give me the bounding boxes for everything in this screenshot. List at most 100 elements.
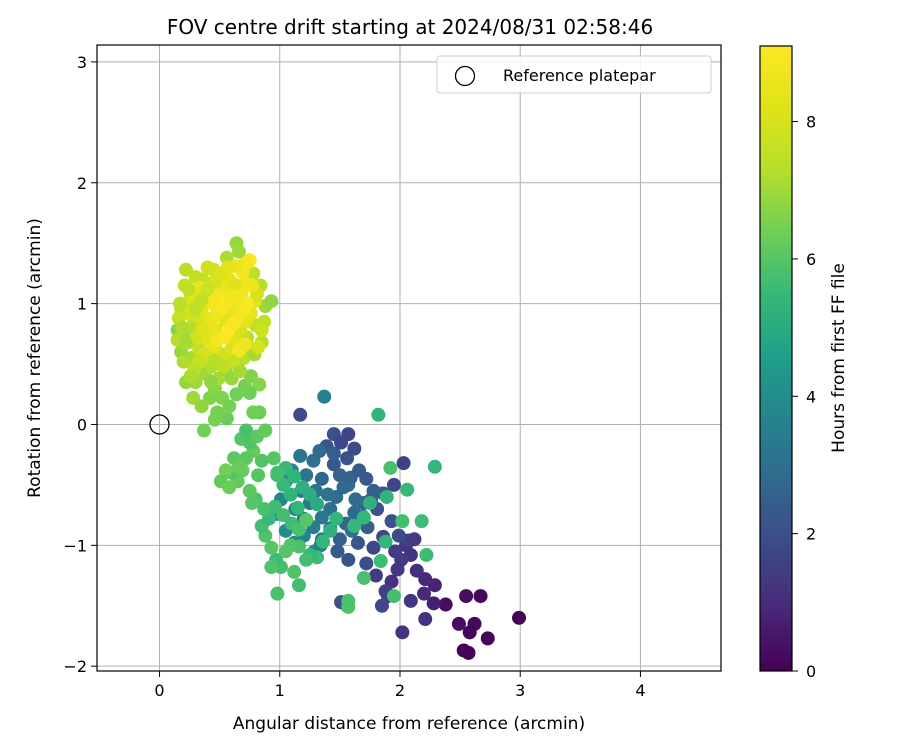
colorbar-tick-label: 2 (806, 525, 816, 544)
data-point (188, 301, 203, 316)
data-point (312, 444, 327, 459)
data-point (388, 544, 403, 559)
data-point (379, 489, 394, 504)
data-point (200, 260, 215, 275)
data-point (386, 477, 401, 492)
data-point (181, 282, 196, 297)
data-point (426, 596, 441, 611)
data-point (291, 522, 306, 537)
data-point (359, 471, 374, 486)
data-point (178, 335, 193, 350)
data-point (290, 500, 305, 515)
data-point (414, 514, 429, 529)
data-point (254, 323, 269, 338)
data-point (378, 534, 393, 549)
data-point (438, 597, 453, 612)
data-point (204, 375, 219, 390)
data-point (237, 276, 252, 291)
data-point (316, 534, 331, 549)
chart-title: FOV centre drift starting at 2024/08/31 … (167, 15, 653, 39)
colorbar-tick-label: 8 (806, 113, 816, 132)
data-point (348, 492, 363, 507)
data-point (264, 540, 279, 555)
data-point (419, 547, 434, 562)
y-axis-ticks: −2 −1 0 1 2 3 (63, 53, 97, 676)
data-point (374, 598, 389, 613)
y-tick-label: 1 (77, 295, 87, 314)
x-tick-label: 3 (515, 681, 525, 700)
data-point (326, 457, 341, 472)
grid-lines (97, 45, 721, 671)
colorbar-tick-label: 4 (806, 387, 816, 406)
y-tick-label: −1 (63, 536, 87, 555)
data-point (266, 451, 281, 466)
x-axis-label: Angular distance from reference (arcmin) (233, 714, 585, 734)
data-point (409, 563, 424, 578)
data-point (373, 554, 388, 569)
data-point (396, 456, 411, 471)
data-point (347, 518, 362, 533)
y-axis-label: Rotation from reference (arcmin) (25, 218, 45, 498)
data-point (347, 441, 362, 456)
data-point (237, 337, 252, 352)
data-point (245, 496, 260, 511)
data-point (178, 262, 193, 277)
data-point (359, 556, 374, 571)
data-point (462, 625, 477, 640)
x-tick-label: 4 (635, 681, 645, 700)
data-point (287, 469, 302, 484)
x-tick-label: 1 (275, 681, 285, 700)
data-point (299, 468, 314, 483)
data-point (186, 390, 201, 405)
data-point (356, 570, 371, 585)
data-point (395, 625, 410, 640)
colorbar-gradient (759, 45, 793, 672)
y-tick-label: 3 (77, 53, 87, 72)
data-point (283, 487, 298, 502)
data-point (222, 399, 237, 414)
data-point (188, 270, 203, 285)
data-point (233, 364, 248, 379)
data-point (251, 340, 266, 355)
data-point (264, 294, 279, 309)
data-point (197, 423, 212, 438)
reference-platepar-marker (149, 414, 170, 435)
data-point (227, 277, 242, 292)
data-point (418, 612, 433, 627)
data-point (257, 502, 272, 517)
data-point (242, 386, 257, 401)
data-point (340, 451, 355, 466)
y-tick-label: −2 (63, 657, 87, 676)
data-point (403, 593, 418, 608)
data-point (172, 296, 187, 311)
data-point (427, 459, 442, 474)
data-point (512, 610, 527, 625)
data-point (183, 369, 198, 384)
data-point (176, 354, 191, 369)
data-point (317, 389, 332, 404)
data-point (336, 480, 351, 495)
data-point (302, 487, 317, 502)
x-tick-label: 0 (154, 681, 164, 700)
data-point (239, 423, 254, 438)
data-point (242, 483, 257, 498)
data-point (224, 289, 239, 304)
data-point (270, 465, 285, 480)
data-point (395, 514, 410, 529)
legend-marker-icon (454, 65, 476, 87)
legend: Reference platepar (436, 55, 712, 94)
colorbar-tick-label: 6 (806, 250, 816, 269)
data-point (480, 631, 495, 646)
data-point (231, 459, 246, 474)
data-point (278, 544, 293, 559)
data-point (320, 487, 335, 502)
data-point (314, 471, 329, 486)
data-point (386, 589, 401, 604)
data-points (149, 236, 527, 660)
data-point (473, 589, 488, 604)
data-point (332, 468, 347, 483)
plot-frame (96, 44, 722, 672)
data-point (310, 497, 325, 512)
data-point (459, 589, 474, 604)
